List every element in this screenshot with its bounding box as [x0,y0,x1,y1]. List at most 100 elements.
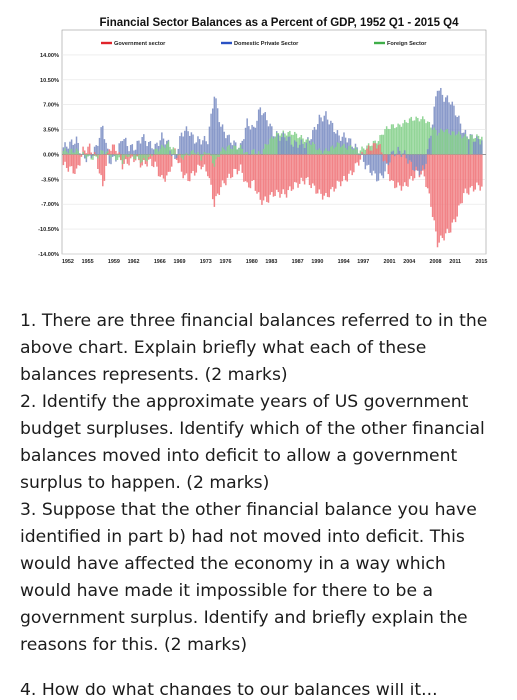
foreign-bar [313,144,316,155]
private-bar [402,153,404,155]
government-bar [349,154,352,171]
foreign-bar [97,154,99,159]
foreign-bar [69,149,71,155]
foreign-bar [274,137,276,155]
government-bar [95,154,97,156]
private-bar [248,126,250,155]
foreign-bar [210,154,212,156]
private-bar [440,87,442,155]
foreign-bar [461,138,463,155]
private-bar [259,107,262,155]
private-bar [182,136,184,155]
private-bar [189,135,191,155]
government-bar [277,154,280,193]
foreign-bar [193,152,196,155]
question-3: 3. Suppose that the other financial bala… [20,500,477,655]
private-bar [92,154,94,156]
foreign-bar [259,153,262,155]
private-bar [438,90,440,155]
foreign-bar [335,146,337,155]
private-bar [253,126,255,155]
private-bar [418,154,421,176]
foreign-bar [359,150,362,155]
foreign-bar [316,150,319,155]
government-bar [77,154,79,166]
private-bar [359,154,362,156]
foreign-bar [157,151,160,155]
government-bar [279,154,281,198]
private-bar [218,122,221,155]
government-bar [195,154,198,173]
government-bar [362,153,365,155]
government-bar [367,145,370,155]
government-bar [103,154,106,181]
private-bar [453,105,455,155]
foreign-bar [292,134,294,155]
foreign-bar [126,154,129,158]
foreign-bar [82,151,84,155]
chart-axes: 14.00% 10.50% 7.00% 3.50% 0.00% -3.50% -7.00% -… [38,53,487,265]
government-bar [267,154,270,203]
private-bar [397,146,399,155]
foreign-bar [331,145,334,155]
private-bar [200,144,202,155]
private-bar [184,130,186,155]
foreign-bar [400,126,403,155]
x-tick-label: 1952 [62,259,74,265]
foreign-bar [343,143,345,155]
government-bar [154,154,157,162]
private-bar [210,113,212,155]
government-bar [321,154,324,200]
government-bar [280,154,283,194]
foreign-bar [326,150,329,155]
private-bar [305,142,307,155]
private-bar [195,142,198,155]
private-bar [390,151,393,155]
government-bar [294,154,296,183]
government-bar [356,154,358,163]
foreign-bar [338,143,340,155]
private-bar [446,95,449,155]
government-bar [290,154,293,191]
government-bar [320,154,322,194]
foreign-bar [444,129,447,155]
government-bar [382,154,385,162]
chart-legend: Government sector Domestic Private Sector… [101,41,427,47]
private-bar [430,135,432,155]
foreign-bar [166,143,168,155]
government-bar [80,154,83,157]
government-bar [454,154,457,223]
foreign-bar [239,144,242,155]
foreign-bar [257,151,260,155]
foreign-bar [98,154,101,156]
government-bar [129,154,132,159]
private-bar [170,154,173,156]
government-bar [208,154,211,179]
foreign-bar [394,128,396,155]
x-tick-label: 2011 [449,259,461,265]
private-bar [336,130,339,155]
private-bar [280,137,283,155]
government-bar [397,154,399,183]
y-tick-label: 3.50% [43,128,59,134]
foreign-bar [346,149,349,155]
foreign-bar [167,141,170,155]
foreign-bar [320,150,322,155]
foreign-bar [358,153,360,155]
government-bar [69,154,71,167]
private-bar [366,154,368,166]
foreign-bar [438,132,440,155]
foreign-bar [200,154,202,161]
private-bar [407,154,409,164]
private-bar [152,149,155,155]
x-tick-label: 1976 [219,259,231,265]
private-bar [74,143,76,155]
legend-label: Foreign Sector [387,41,427,47]
foreign-bar [234,145,237,155]
foreign-bar [77,150,79,155]
private-bar [362,154,365,162]
foreign-bar [348,146,350,155]
private-bar [389,154,391,163]
government-bar [380,152,383,155]
foreign-bar [83,154,86,156]
